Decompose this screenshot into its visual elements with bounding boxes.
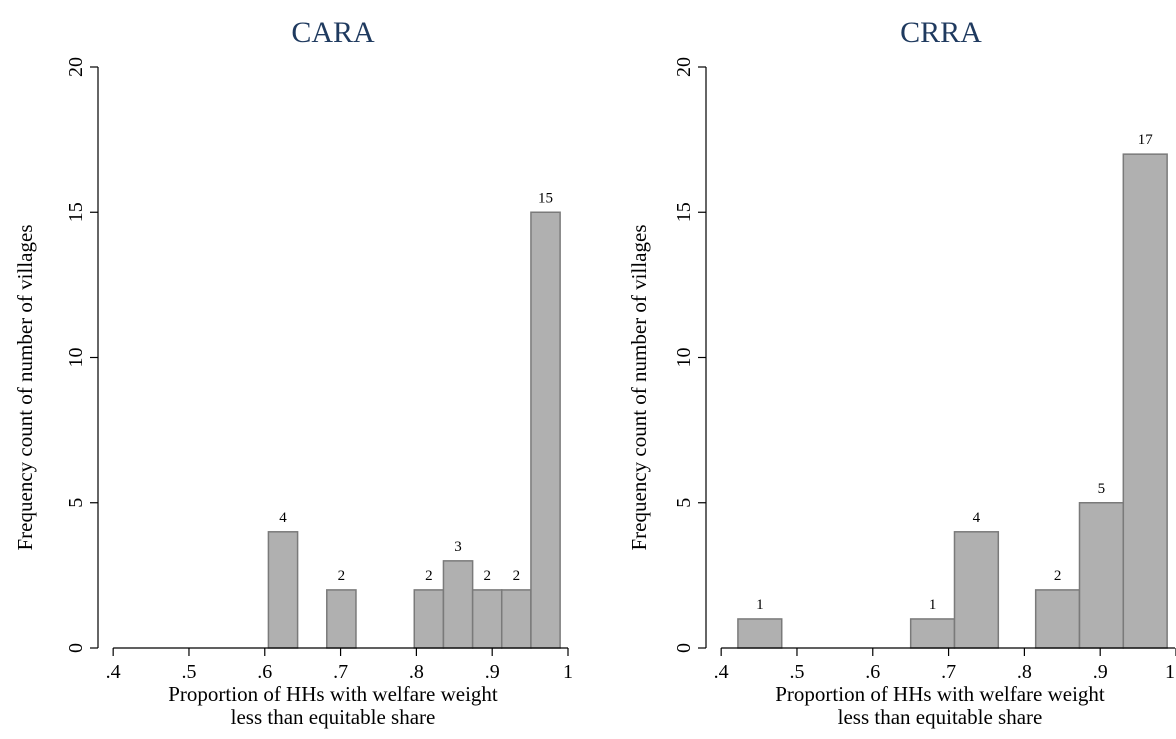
bar-count-label: 5 [1098, 481, 1106, 497]
bar-count-label: 1 [929, 597, 937, 613]
histogram-bar [1122, 153, 1168, 649]
x-tick-label: .9 [485, 661, 500, 683]
histogram-bar [1078, 502, 1125, 649]
y-tick-label: 20 [673, 57, 695, 77]
bar-count-label: 2 [338, 568, 346, 584]
y-tick-label: 0 [65, 643, 87, 653]
bar-count-label: 4 [279, 510, 287, 526]
panel-title: CRRA [900, 16, 982, 49]
x-tick-label: .7 [333, 661, 348, 683]
x-tick-label: .9 [1093, 661, 1108, 683]
y-axis-label: Frequency count of number of villages [13, 225, 37, 551]
x-tick-label: .4 [106, 661, 121, 683]
bar-count-label: 1 [756, 597, 764, 613]
y-tick-label: 15 [65, 202, 87, 222]
bar-count-label: 4 [973, 510, 981, 526]
histogram-bar [442, 560, 474, 649]
x-axis-label: Proportion of HHs with welfare weight [775, 682, 1105, 706]
x-tick-label: .4 [714, 661, 729, 683]
y-tick-label: 5 [673, 498, 695, 508]
x-tick-label: 1 [1165, 661, 1175, 683]
x-axis-label: Proportion of HHs with welfare weight [168, 682, 498, 706]
x-tick-label: .6 [865, 661, 880, 683]
histogram-bar [326, 589, 357, 649]
histogram-bar [737, 618, 783, 649]
x-axis-label: less than equitable share [231, 705, 436, 729]
histogram-bar [1034, 589, 1081, 649]
y-tick-label: 0 [673, 643, 695, 653]
histogram-bar [530, 211, 561, 649]
x-tick-label: .8 [1017, 661, 1032, 683]
x-tick-label: .5 [789, 661, 804, 683]
bar-count-label: 2 [483, 568, 491, 584]
x-tick-label: .5 [181, 661, 196, 683]
histogram-bar [471, 589, 503, 649]
bar-count-label: 2 [513, 568, 521, 584]
histogram-bar [500, 589, 532, 649]
panel-title: CARA [291, 16, 375, 49]
y-tick-label: 5 [65, 498, 87, 508]
panel-cara: CARA 4 2 2 3 2 2 15 0 5 10 15 20 .4 .5 .6 .7 .8 .9 1 Proport… [13, 16, 573, 729]
y-axis-label: Frequency count of number of villages [627, 225, 651, 551]
histogram-bar [953, 531, 1000, 649]
bar-count-label: 3 [454, 539, 462, 555]
y-tick-label: 15 [673, 202, 695, 222]
histogram-bar [413, 589, 445, 649]
histogram-bar [909, 618, 956, 649]
x-tick-label: .6 [257, 661, 272, 683]
y-tick-label: 10 [65, 348, 87, 368]
histogram-bar [267, 531, 299, 649]
x-tick-label: .7 [941, 661, 956, 683]
x-tick-label: 1 [563, 661, 573, 683]
bar-count-label: 2 [425, 568, 433, 584]
x-tick-label: .8 [409, 661, 424, 683]
x-axis-label: less than equitable share [838, 705, 1043, 729]
bar-count-label: 17 [1138, 132, 1154, 148]
y-tick-label: 20 [65, 57, 87, 77]
bar-count-label: 2 [1054, 568, 1062, 584]
panel-crra: CRRA 1 1 4 2 5 17 0 5 10 15 20 .4 .5 .6 .7 .8 .9 1 Proporti… [627, 16, 1176, 729]
bar-count-label: 15 [538, 190, 553, 206]
y-tick-label: 10 [673, 348, 695, 368]
